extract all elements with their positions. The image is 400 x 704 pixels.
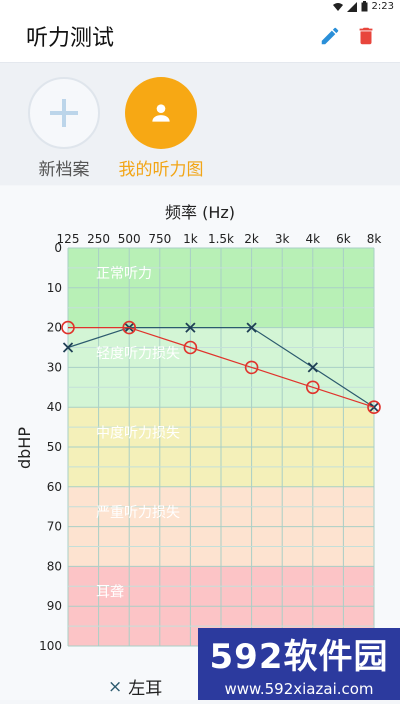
data-point-o (367, 400, 381, 414)
app-header: 听力测试 (0, 14, 400, 63)
zone-label: 严重听力损失 (96, 505, 180, 521)
add-circle (28, 77, 100, 149)
x-tick-label: 6k (336, 232, 351, 246)
zone-label: 中度听力损失 (96, 425, 180, 441)
battery-icon (361, 1, 368, 12)
data-point-o (183, 340, 198, 355)
pencil-icon (321, 27, 339, 45)
zone-label: 轻度听力损失 (96, 346, 180, 362)
x-tick-label: 8k (367, 232, 382, 246)
y-tick-label: 70 (47, 520, 62, 534)
wifi-icon (332, 2, 343, 11)
status-bar: 2:23 (0, 0, 400, 14)
watermark-logo-text: 592软件园 (209, 636, 389, 677)
new-profile-label: 新档案 (38, 160, 90, 180)
data-point-o (244, 360, 259, 375)
legend-label: 左耳 (128, 679, 163, 699)
y-tick-label: 20 (47, 321, 62, 335)
legend-marker: × (108, 676, 123, 697)
y-tick-label: 30 (47, 360, 62, 374)
signal-icon (346, 1, 357, 12)
data-point-x (62, 342, 74, 353)
x-marker-stroke (185, 322, 196, 333)
edit-button[interactable] (316, 22, 344, 50)
x-marker-stroke (62, 342, 74, 353)
x-marker-stroke (368, 402, 380, 413)
x-tick-label: 1.5k (208, 232, 234, 246)
page-title: 听力测试 (26, 26, 115, 51)
watermark-logo: 592软件园 (198, 628, 400, 678)
x-marker-stroke (307, 362, 318, 373)
data-point-x (368, 402, 380, 413)
series-line (68, 327, 375, 408)
delete-button[interactable] (352, 22, 380, 50)
x-tick-label: 4k (306, 232, 321, 246)
y-tick-labels: 0 10 20 30 40 50 60 70 80 90 100 (39, 241, 62, 653)
data-point-x (185, 322, 196, 333)
x-tick-label: 2k (244, 232, 259, 246)
x-axis-label: 频率 (Hz) (165, 203, 235, 222)
data-point-x (246, 322, 257, 333)
series-line (67, 327, 375, 408)
my-audiogram-button[interactable]: 我的听力图 (111, 77, 211, 180)
x-tick-label: 125 (57, 232, 80, 246)
watermark-url: www.592xiazai.com (198, 678, 400, 700)
new-profile-button[interactable]: 新档案 (14, 77, 114, 180)
my-audiogram-label: 我的听力图 (118, 160, 204, 180)
audiogram-chart: 频率 (Hz) dbHP 125 250 500 750 1k 1.5k 2k 3k 4k 6k 8… (15, 203, 382, 653)
y-tick-label: 10 (47, 281, 62, 295)
x-tick-label: 250 (87, 232, 110, 246)
user-circle (125, 77, 197, 149)
data-point-o (122, 320, 136, 335)
series-group (61, 320, 381, 414)
data-point-o (305, 380, 320, 395)
y-tick-label: 40 (47, 400, 62, 414)
x-tick-label: 1k (183, 232, 198, 246)
y-tick-label: 50 (47, 440, 62, 454)
y-tick-label: 100 (39, 639, 62, 653)
profile-selector: 新档案 我的听力图 (0, 63, 400, 185)
data-point-o (61, 320, 75, 335)
y-tick-label: 80 (47, 559, 62, 573)
legend: × 左耳 (108, 674, 163, 700)
zone-label: 正常听力 (96, 266, 152, 282)
y-tick-label: 90 (47, 599, 62, 613)
y-tick-label: 60 (47, 480, 62, 494)
status-icons: 2:23 (332, 1, 394, 12)
x-marker-stroke (246, 322, 257, 333)
x-tick-label: 500 (118, 232, 141, 246)
zone-label: 耳聋 (96, 585, 124, 601)
data-point-x (307, 362, 318, 373)
trash-icon (359, 27, 373, 45)
audiogram-area: 频率 (Hz) dbHP 125 250 500 750 1k 1.5k 2k 3k 4k 6k 8… (0, 186, 400, 700)
y-axis-label: dbHP (15, 427, 34, 469)
x-tick-label: 750 (148, 232, 171, 246)
x-tick-label: 3k (275, 232, 290, 246)
x-tick-labels: 125 250 500 750 1k 1.5k 2k 3k 4k 6k 8k (57, 232, 382, 246)
status-time: 2:23 (371, 1, 394, 12)
y-tick-label: 0 (54, 241, 62, 255)
user-icon (152, 104, 170, 122)
plus-icon (50, 99, 78, 127)
